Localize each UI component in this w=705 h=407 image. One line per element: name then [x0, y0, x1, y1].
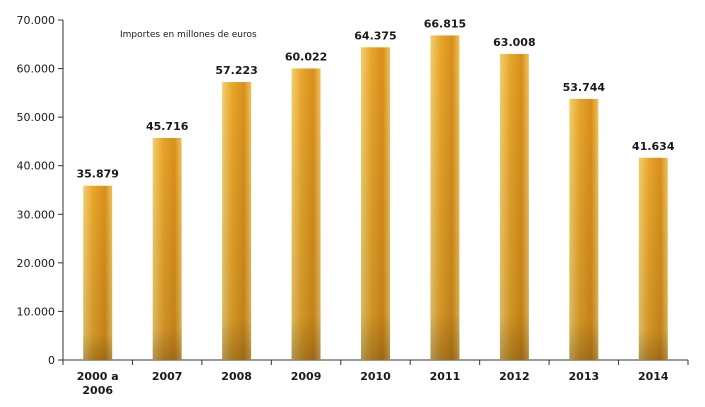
axes: 0 10.000 20.000 30.000 40.000 50.000 60.000 70.…	[17, 14, 689, 367]
bar-value-label: 66.815	[424, 17, 466, 30]
y-tick-label: 50.000	[17, 111, 56, 124]
y-tick-label: 10.000	[17, 305, 56, 318]
x-tick-label: 2000 a 2006	[77, 370, 119, 397]
y-tick-label: 60.000	[17, 63, 56, 76]
y-tick-label: 30.000	[17, 208, 56, 221]
bar	[222, 82, 252, 360]
bar	[430, 35, 460, 360]
bar-value-label: 53.744	[563, 81, 606, 94]
x-tick-label: 2007	[152, 370, 183, 383]
bar	[291, 68, 321, 360]
bar	[152, 137, 182, 360]
y-tick-label: 0	[48, 354, 55, 367]
bar-value-label: 35.879	[76, 168, 118, 181]
y-tick-label: 40.000	[17, 160, 56, 173]
bar	[499, 53, 529, 360]
bar-shade	[152, 137, 182, 360]
bar-value-label: 41.634	[632, 140, 675, 153]
bar-value-label: 57.223	[215, 64, 257, 77]
y-tick-label: 70.000	[17, 14, 56, 27]
bars	[83, 35, 668, 361]
x-tick-label: 2009	[291, 370, 322, 383]
bar-shade	[222, 82, 252, 360]
bar-value-label: 64.375	[354, 29, 396, 42]
bar-shade	[291, 68, 321, 360]
chart-subtitle: Importes en millones de euros	[120, 30, 257, 40]
bar-shade	[361, 47, 390, 360]
bar	[83, 185, 113, 360]
bar-value-label: 45.716	[146, 120, 189, 133]
x-tick-label: 2014	[638, 370, 669, 383]
bar-shade	[430, 35, 460, 360]
x-tick-label: 2011	[430, 370, 461, 383]
bar	[569, 98, 599, 361]
bar-shade	[569, 98, 599, 361]
x-tick-label: 2013	[569, 370, 600, 383]
bar-shade	[638, 157, 668, 360]
x-tick-label: 2008	[221, 370, 252, 383]
bar	[361, 47, 390, 360]
bar-value-label: 63.008	[493, 36, 535, 49]
x-tick-label: 2010	[360, 370, 391, 383]
y-tick-label: 20.000	[17, 257, 56, 270]
x-tick-label: 2012	[499, 370, 530, 383]
bar	[638, 157, 668, 360]
bar-shade	[499, 53, 529, 360]
bar-value-label: 60.022	[285, 50, 327, 63]
labels: 35.879 2000 a 2006 45.716 2007 57.223 2008 60.0…	[76, 17, 674, 397]
bar-shade	[83, 185, 113, 360]
